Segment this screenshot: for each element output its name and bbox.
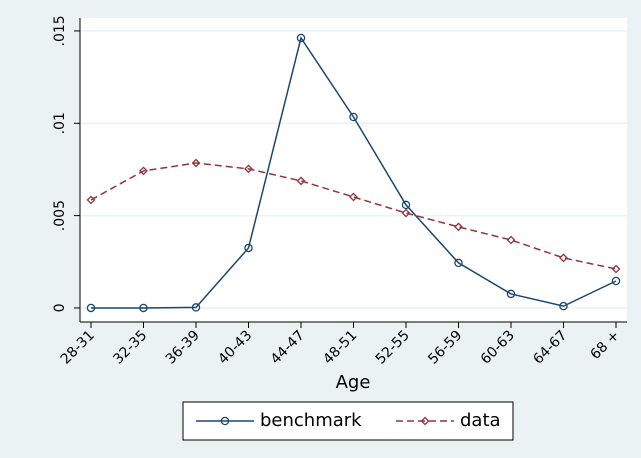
data-point [349,112,358,122]
data-point [506,289,516,299]
data-point [139,166,148,176]
series-line [90,162,617,270]
data-point [86,195,96,205]
data-point [559,301,568,311]
data-point [401,200,411,210]
data-point [401,208,411,218]
data-point [506,235,516,245]
legend-marker [420,416,430,426]
data-point [191,158,201,168]
data-point [139,303,148,313]
data-point [611,264,621,274]
data-point [611,276,621,286]
data-point [349,192,358,202]
y-tick-label: 0 [52,304,68,313]
data-point [86,303,96,313]
data-point [191,303,201,312]
series-line [91,36,617,309]
data-point [296,176,306,186]
data-point [454,222,463,232]
plot-area [80,18,627,322]
x-axis-label: Age [336,372,371,393]
data-point [559,253,568,263]
legend-marker [220,416,230,426]
legend-label: benchmark [260,410,362,431]
y-tick-label: .015 [52,15,68,46]
data-point [454,258,463,268]
legend-label: data [460,410,501,431]
data-point [244,243,253,253]
data-point [296,33,306,43]
y-tick-label: .005 [52,200,68,231]
y-tick-label: .01 [52,112,68,134]
data-point [244,164,253,174]
